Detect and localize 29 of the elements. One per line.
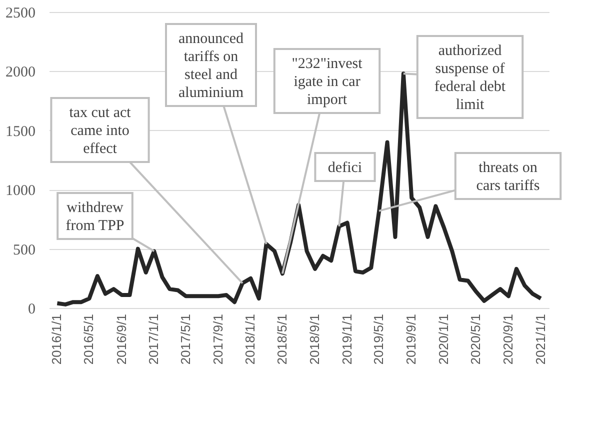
x-tick-label: 2018/5/1 xyxy=(274,314,290,365)
x-tick-label: 2019/1/1 xyxy=(339,314,354,365)
annotation: withdrew from TPP xyxy=(66,200,124,234)
x-tick-label: 2016/1/1 xyxy=(49,314,64,365)
y-tick-label: 1500 xyxy=(6,124,36,140)
annotation: authorized suspense of federal debt limit xyxy=(434,43,506,113)
annotation: threats on cars tariffs xyxy=(476,160,540,194)
annotation: tax cut act came into effect xyxy=(69,105,132,157)
x-tick-label: 2020/9/1 xyxy=(500,314,516,365)
y-tick-label: 500 xyxy=(13,242,36,258)
x-tick-label: 2017/1/1 xyxy=(146,314,162,365)
annotation: announced tariffs on steel and aluminium xyxy=(178,31,244,101)
y-tick-label: 2500 xyxy=(6,6,36,22)
x-tick-label: 2017/5/1 xyxy=(178,314,193,365)
x-tick-label: 2016/5/1 xyxy=(81,314,96,365)
x-tick-label: 2020/5/1 xyxy=(468,314,483,365)
x-tick-label: 2019/9/1 xyxy=(404,314,419,365)
x-tick-label: 2020/1/1 xyxy=(436,314,451,365)
y-tick-label: 1000 xyxy=(6,183,36,200)
annotation: defici xyxy=(328,160,362,176)
y-tick-label: 2000 xyxy=(6,64,36,81)
x-tick-label: 2018/9/1 xyxy=(307,314,322,365)
x-tick-label: 2016/9/1 xyxy=(114,314,129,365)
y-tick-label: 0 xyxy=(28,302,36,318)
x-tick-label: 2017/9/1 xyxy=(210,314,226,365)
x-tick-label: 2019/5/1 xyxy=(371,314,386,365)
annotation: "232"invest igate in car import xyxy=(292,56,364,108)
x-tick-label: 2018/1/1 xyxy=(242,314,258,365)
x-tick-label: 2021/1/1 xyxy=(532,314,548,365)
